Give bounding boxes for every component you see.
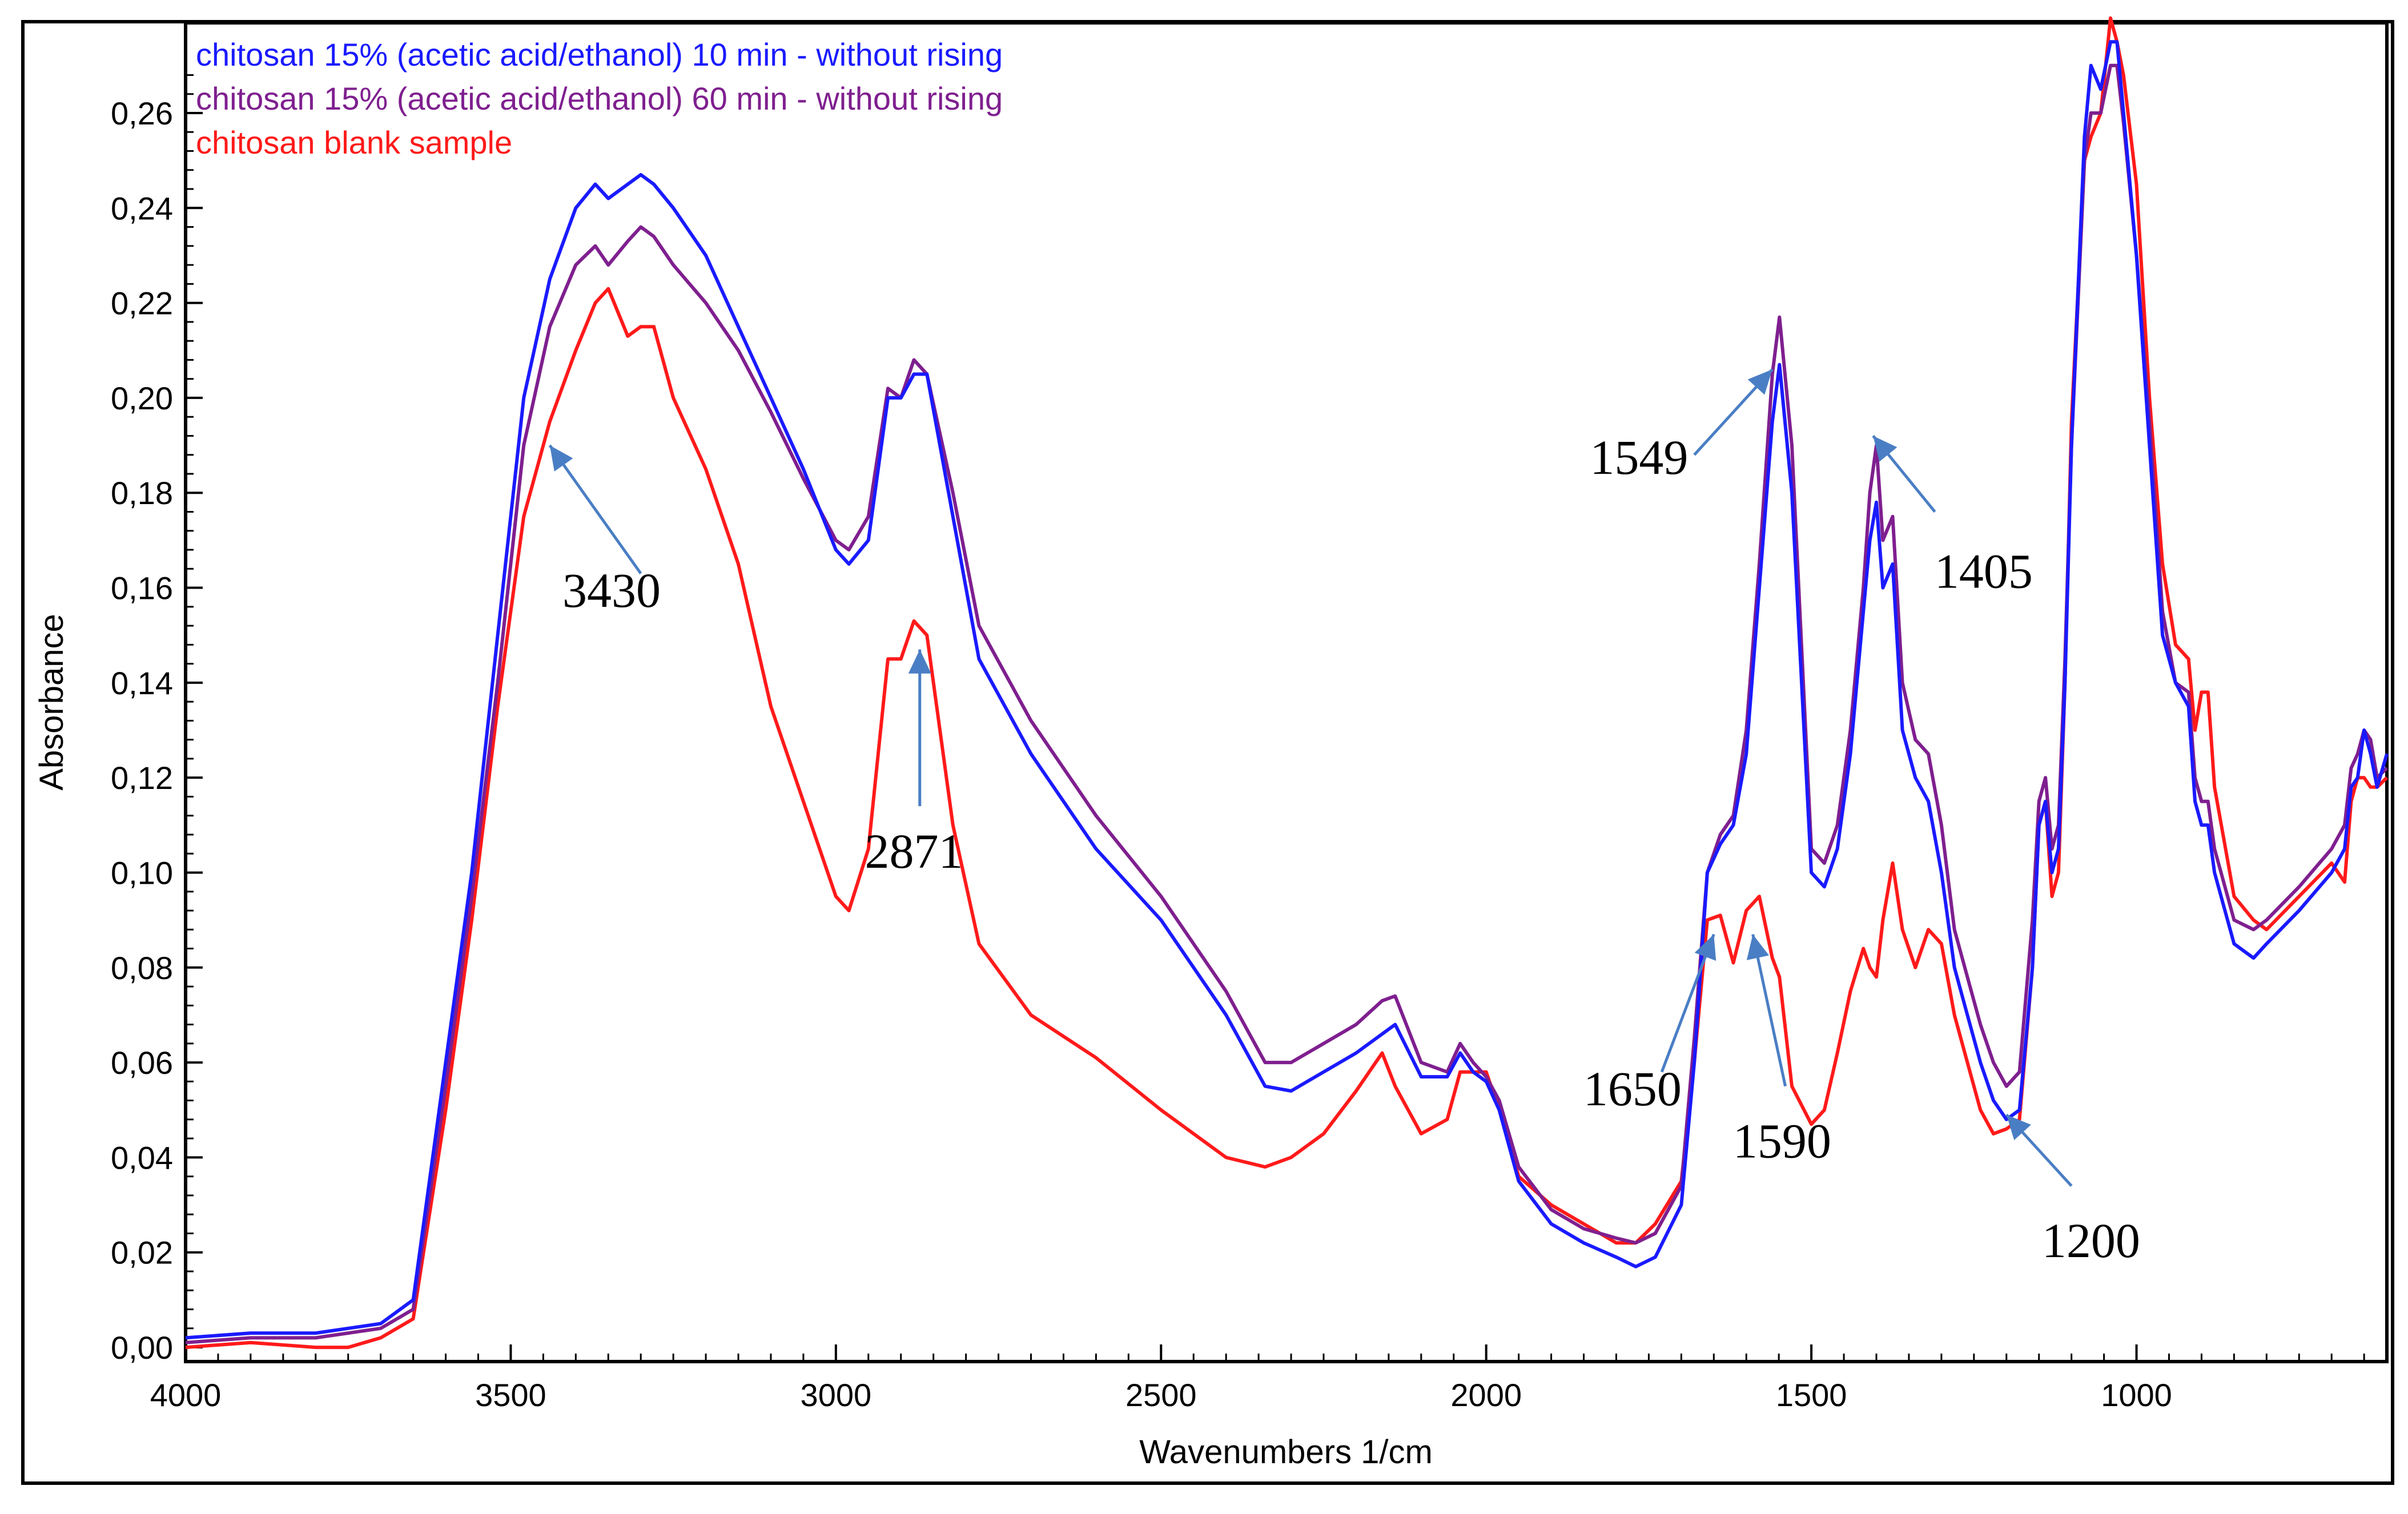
annotation-arrowhead-1200	[2006, 1114, 2031, 1141]
annotation-label-1549: 1549	[1590, 430, 1688, 485]
y-axis-ticks: 0,00 0,02 0,04 0,06 0,08 0,10 0,12 0,14 0,16 0,18…	[111, 74, 203, 1366]
y-tick-label: 0,06	[111, 1045, 173, 1081]
annotation-arrowhead-1405	[1873, 436, 1898, 462]
x-tick-label: 2500	[1125, 1377, 1197, 1413]
y-tick-label: 0,04	[111, 1139, 173, 1175]
y-tick-label: 0,18	[111, 475, 173, 511]
y-tick-label: 0,14	[111, 665, 173, 701]
series-layer	[185, 16, 2389, 1350]
y-tick-label: 0,20	[111, 380, 173, 416]
x-axis-ticks: 4000 3500 3000 2500 2000 1500 1000	[150, 1344, 2365, 1413]
y-tick-label: 0,16	[111, 570, 173, 606]
y-axis-label: Absorbance	[33, 614, 70, 791]
legend-entry-2: chitosan blank sample	[196, 124, 512, 160]
y-tick-label: 0,02	[111, 1235, 173, 1271]
x-tick-label: 3000	[801, 1377, 872, 1413]
y-tick-label: 0,00	[111, 1330, 173, 1366]
legend-entry-0: chitosan 15% (acetic acid/ethanol) 10 mi…	[196, 37, 1003, 73]
annotation-arrow-3430	[548, 444, 642, 575]
annotation-arrowhead-1590	[1746, 934, 1769, 960]
annotation-arrowhead-1650	[1694, 934, 1716, 961]
annotation-label-1650: 1650	[1583, 1061, 1682, 1116]
y-tick-label: 0,22	[111, 285, 173, 321]
plot-area: 0,00 0,02 0,04 0,06 0,08 0,10 0,12 0,14 0,16 0,18…	[111, 16, 2389, 1413]
plot-frame	[184, 21, 2389, 1363]
annotation-label-1590: 1590	[1733, 1113, 1831, 1168]
x-axis-label: Wavenumbers 1/cm	[1139, 1434, 1433, 1471]
annotation-arrowhead-3430	[549, 445, 573, 472]
y-tick-label: 0,08	[111, 950, 173, 986]
annotation-arrow-1590	[1751, 934, 1787, 1087]
annotation-arrowhead-1549	[1747, 369, 1772, 395]
annotation-arrow-1650	[1660, 933, 1715, 1073]
x-tick-label: 2000	[1450, 1377, 1522, 1413]
x-tick-label: 4000	[150, 1377, 222, 1413]
legend-entry-1: chitosan 15% (acetic acid/ethanol) 60 mi…	[196, 80, 1003, 116]
annotation-label-1405: 1405	[1935, 544, 2033, 599]
y-tick-label: 0,24	[111, 190, 173, 226]
annotation-label-3430: 3430	[562, 563, 661, 618]
series-line-2	[185, 16, 2389, 1350]
y-tick-label: 0,26	[111, 95, 173, 131]
x-tick-label: 3500	[475, 1377, 546, 1413]
x-tick-label: 1500	[1776, 1377, 1847, 1413]
y-tick-label: 0,12	[111, 760, 173, 796]
annotation-label-2871: 2871	[865, 824, 963, 879]
x-tick-label: 1000	[2101, 1377, 2172, 1413]
annotation-arrowhead-2871	[908, 649, 931, 674]
annotation-label-1200: 1200	[2042, 1213, 2140, 1268]
outer-frame	[21, 20, 2394, 1485]
legend: chitosan 15% (acetic acid/ethanol) 10 mi…	[196, 37, 1003, 160]
y-tick-label: 0,10	[111, 855, 173, 891]
annotation-layer: 3430 2871 1549 1405 1650 1590 1200	[548, 368, 2140, 1268]
series-line-0	[185, 40, 2389, 1340]
